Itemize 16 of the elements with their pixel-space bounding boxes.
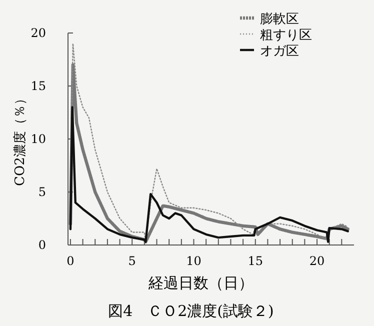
x-tick-label: 20 [309, 254, 325, 268]
legend-label: 粗すり区 [260, 28, 312, 43]
legend-label: 膨軟区 [260, 12, 299, 27]
x-tick-label: 5 [128, 254, 136, 268]
y-tick-label: 15 [30, 79, 46, 93]
text: 図4 ＣＯ2濃度(試験２) [108, 302, 274, 320]
y-axis-title: CO2濃度（％） [12, 92, 28, 186]
x-axis-title: 経過日数（日） [148, 274, 254, 292]
x-tick-label: 10 [186, 254, 202, 268]
y-tick-label: 20 [30, 26, 46, 40]
x-tick-label: 15 [248, 254, 264, 268]
x-tick-label: 0 [66, 254, 74, 268]
y-tick-label: 10 [30, 132, 46, 146]
y-tick-label: 5 [38, 185, 46, 199]
legend-label: オガ区 [260, 44, 299, 59]
y-tick-label: 0 [38, 238, 46, 252]
